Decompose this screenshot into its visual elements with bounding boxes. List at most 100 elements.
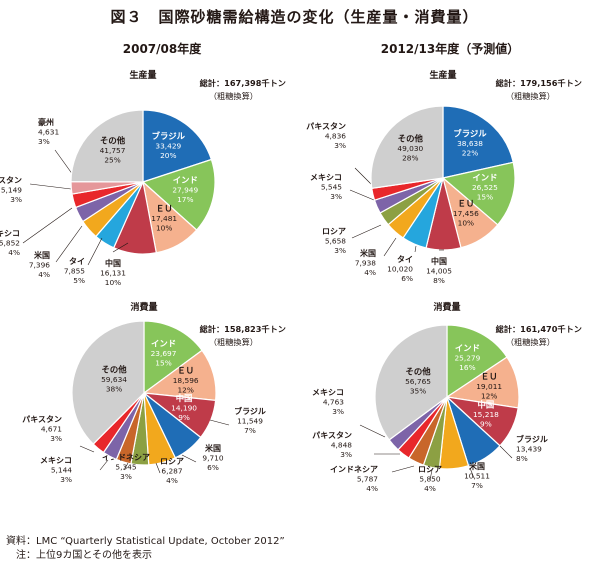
leader-line — [414, 245, 417, 253]
pie-slice — [442, 105, 514, 179]
pie-total-label: 総計：167,398千トン — [200, 78, 286, 88]
pie-subtitle: 生産量 — [429, 69, 456, 81]
svg-text:4%: 4% — [8, 248, 20, 257]
svg-text:インド: インド — [151, 338, 176, 348]
svg-text:33,429: 33,429 — [155, 142, 181, 151]
svg-text:11,549: 11,549 — [237, 417, 263, 426]
svg-text:インドネシア: インドネシア — [330, 464, 378, 474]
svg-text:パキスタン: パキスタン — [22, 414, 62, 424]
svg-text:インド: インド — [173, 175, 198, 185]
svg-text:5,852: 5,852 — [0, 239, 20, 248]
pie-total-note: （粗糖換算） — [506, 337, 555, 347]
svg-text:ブラジル: ブラジル — [453, 128, 487, 138]
column-title-2007-08: 2007/08年度 — [122, 42, 202, 56]
pie-slice — [143, 320, 203, 395]
pie-slice — [141, 158, 216, 231]
svg-text:その他: その他 — [100, 135, 126, 145]
svg-text:4,763: 4,763 — [323, 398, 344, 407]
svg-text:ＥＵ: ＥＵ — [457, 199, 474, 209]
leader-line — [181, 454, 197, 463]
leader-line — [112, 242, 129, 253]
svg-text:6%: 6% — [401, 274, 413, 283]
svg-text:9%: 9% — [178, 413, 190, 422]
svg-text:その他: その他 — [405, 366, 431, 376]
svg-text:中国: 中国 — [176, 393, 193, 403]
svg-text:16%: 16% — [459, 363, 475, 372]
leader-line — [55, 225, 83, 263]
svg-text:中国: 中国 — [478, 400, 495, 410]
svg-text:5%: 5% — [73, 276, 85, 285]
svg-text:17%: 17% — [177, 195, 193, 204]
svg-text:38%: 38% — [106, 385, 122, 394]
svg-text:15%: 15% — [155, 358, 171, 367]
svg-text:ＥＵ: ＥＵ — [481, 372, 498, 382]
svg-text:中国: 中国 — [105, 258, 121, 268]
svg-text:59,634: 59,634 — [101, 375, 127, 384]
pie-total-note: （粗糖換算） — [506, 91, 555, 101]
svg-text:3%: 3% — [334, 246, 346, 255]
svg-text:5,149: 5,149 — [1, 186, 22, 195]
svg-text:3%: 3% — [50, 434, 62, 443]
footnote-note: 注：上位9カ国とその他を表示 — [6, 550, 153, 561]
svg-text:メキシコ: メキシコ — [312, 388, 344, 397]
leader-line — [87, 237, 103, 266]
svg-text:4%: 4% — [38, 270, 50, 279]
leader-line — [351, 224, 382, 239]
leader-line — [54, 149, 74, 176]
svg-text:9%: 9% — [480, 420, 492, 429]
pie-chart-3: 消費量総計：158,823千トン（粗糖換算）インド23,69715%ＥＵ18,5… — [22, 301, 286, 485]
svg-text:4,631: 4,631 — [38, 128, 59, 137]
leader-line — [155, 462, 161, 474]
svg-text:3%: 3% — [10, 195, 22, 204]
svg-text:7%: 7% — [471, 481, 483, 490]
svg-text:7%: 7% — [244, 426, 256, 435]
svg-text:ロシア: ロシア — [418, 465, 442, 474]
svg-text:ＥＵ: ＥＵ — [156, 204, 173, 214]
svg-text:3%: 3% — [60, 475, 72, 484]
svg-text:米国: 米国 — [359, 248, 376, 258]
svg-text:4%: 4% — [364, 268, 376, 277]
svg-text:その他: その他 — [398, 134, 424, 144]
svg-text:メキシコ: メキシコ — [40, 456, 72, 465]
svg-text:15,218: 15,218 — [473, 410, 499, 419]
svg-text:16,131: 16,131 — [100, 269, 126, 278]
svg-text:タイ: タイ — [69, 256, 85, 266]
leader-line — [99, 459, 109, 471]
pie-total-label: 総計：161,470千トン — [496, 324, 582, 334]
svg-text:7,938: 7,938 — [355, 259, 376, 268]
svg-text:5,345: 5,345 — [115, 463, 136, 472]
leader-line — [499, 445, 513, 459]
leader-line — [123, 462, 129, 471]
svg-text:10%: 10% — [105, 278, 121, 287]
svg-text:28%: 28% — [402, 154, 418, 163]
svg-text:20%: 20% — [160, 151, 176, 160]
svg-text:6%: 6% — [207, 463, 219, 472]
svg-text:4%: 4% — [166, 476, 178, 485]
svg-text:4,671: 4,671 — [41, 425, 62, 434]
svg-text:ロシア: ロシア — [160, 457, 184, 466]
svg-text:4%: 4% — [366, 484, 378, 493]
svg-text:4,848: 4,848 — [331, 441, 352, 450]
svg-text:10%: 10% — [458, 219, 474, 228]
